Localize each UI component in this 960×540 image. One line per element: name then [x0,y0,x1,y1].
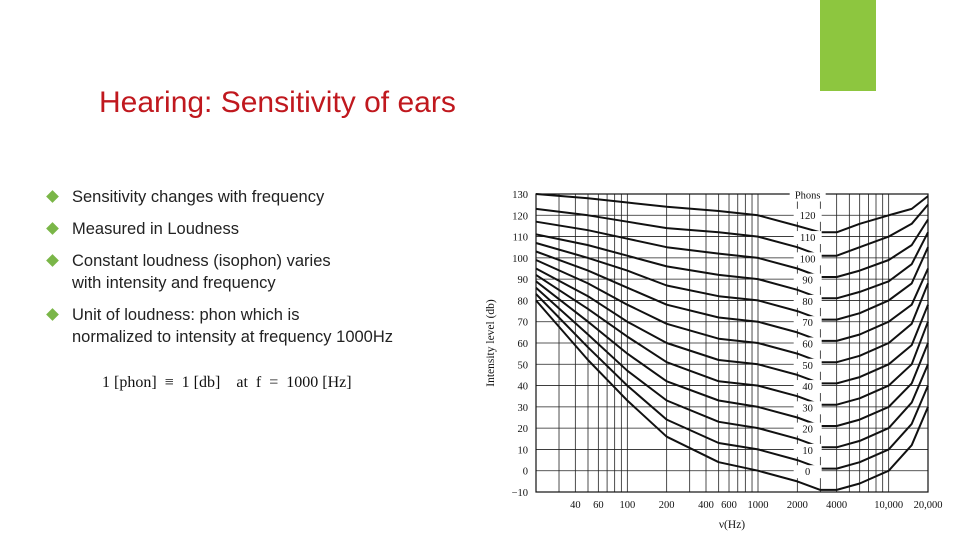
y-tick-label: 30 [518,403,529,414]
legend-title: Phons [795,191,821,202]
y-tick-label: 110 [513,233,528,244]
curve-label-backdrop [793,252,822,266]
curve-label-backdrop [793,443,822,457]
curve-label: 70 [802,318,813,329]
bullet-item: Measured in Loudness [44,218,484,240]
bullet-text: Unit of loudness: phon which is normaliz… [72,306,394,346]
bullet-text: Measured in Loudness [72,220,239,238]
diamond-bullet-icon [46,308,59,321]
curve-label: 30 [802,403,813,414]
y-tick-label: 90 [518,275,529,286]
x-tick-label: 10,000 [874,500,903,511]
curve-label-backdrop [793,337,822,351]
y-tick-label: −10 [512,488,528,499]
x-tick-label: 20,000 [914,500,943,511]
phon-definition-formula: 1 [phon] ≡ 1 [db] at f = 1000 [Hz] [102,374,352,391]
loudness-curve [535,218,929,278]
x-axis-label: ν(Hz) [719,519,745,531]
x-tick-label: 4000 [826,500,847,511]
x-tick-label: 60 [593,500,604,511]
x-tick-label: 1000 [747,500,768,511]
loudness-curve [535,250,929,342]
slide-title: Hearing: Sensitivity of ears [99,86,456,119]
curve-label-backdrop [793,208,822,222]
loudness-curve [535,231,929,300]
y-tick-label: 60 [518,339,529,350]
curve-label-backdrop [793,465,822,479]
loudness-curve [535,280,929,427]
loudness-curve [535,286,929,449]
bullet-text: Constant loudness (isophon) varies with … [72,252,331,292]
y-tick-label: 130 [512,190,528,201]
curve-label-backdrop [793,422,822,436]
curve-label-backdrop [793,231,822,245]
x-tick-label: 600 [721,500,737,511]
curve-label: 0 [805,467,810,478]
x-tick-label: 200 [659,500,675,511]
bullet-list: Sensitivity changes with frequency Measu… [44,186,484,358]
diamond-bullet-icon [46,222,59,235]
y-tick-label: 70 [518,318,529,329]
curve-label-backdrop [793,401,822,415]
curve-label: 120 [800,211,816,222]
y-tick-label: 20 [518,424,529,435]
y-tick-label: 80 [518,296,529,307]
diamond-bullet-icon [46,254,59,267]
legend-title-backdrop [789,188,826,202]
loudness-curve [535,293,929,470]
loudness-curve [535,203,929,257]
curve-label-backdrop [793,316,822,330]
y-tick-label: 50 [518,360,529,371]
x-tick-label: 400 [698,500,714,511]
accent-bar [820,0,876,91]
loudness-curve [535,267,929,385]
loudness-curve [535,299,929,491]
y-axis-label: Intensity level (db) [485,299,497,387]
curve-label: 60 [802,339,813,350]
curve-label-backdrop [793,380,822,394]
bullet-item: Sensitivity changes with frequency [44,186,484,208]
x-tick-label: 100 [619,500,635,511]
y-tick-label: 10 [518,445,529,456]
bullet-item: Constant loudness (isophon) varies with … [44,250,484,294]
curve-label: 100 [800,254,816,265]
y-tick-label: 0 [523,467,528,478]
bullet-text: Sensitivity changes with frequency [72,188,325,206]
curve-label: 90 [802,276,813,287]
diamond-bullet-icon [46,190,59,203]
curve-label: 10 [802,446,813,457]
curve-label-backdrop [793,358,822,372]
loudness-curve [535,242,929,321]
bullet-item: Unit of loudness: phon which is normaliz… [44,304,484,348]
curve-label: 50 [802,361,813,372]
curve-label: 20 [802,425,813,436]
loudness-curve [535,259,929,364]
equal-loudness-chart: 130 120 110 100 90 80 70 60 50 40 30 20 10 0 −10 40 60 10… [480,182,950,536]
loudness-curve [535,193,929,234]
y-tick-label: 120 [512,211,528,222]
curve-label: 80 [802,297,813,308]
curve-label: 110 [800,233,815,244]
curve-label-backdrop [793,273,822,287]
curve-label: 40 [802,382,813,393]
x-tick-label: 40 [570,500,581,511]
y-tick-label: 100 [512,254,528,265]
y-tick-label: 40 [518,382,529,393]
curve-label-backdrop [793,294,822,308]
x-tick-label: 2000 [787,500,808,511]
loudness-curve [535,274,929,406]
